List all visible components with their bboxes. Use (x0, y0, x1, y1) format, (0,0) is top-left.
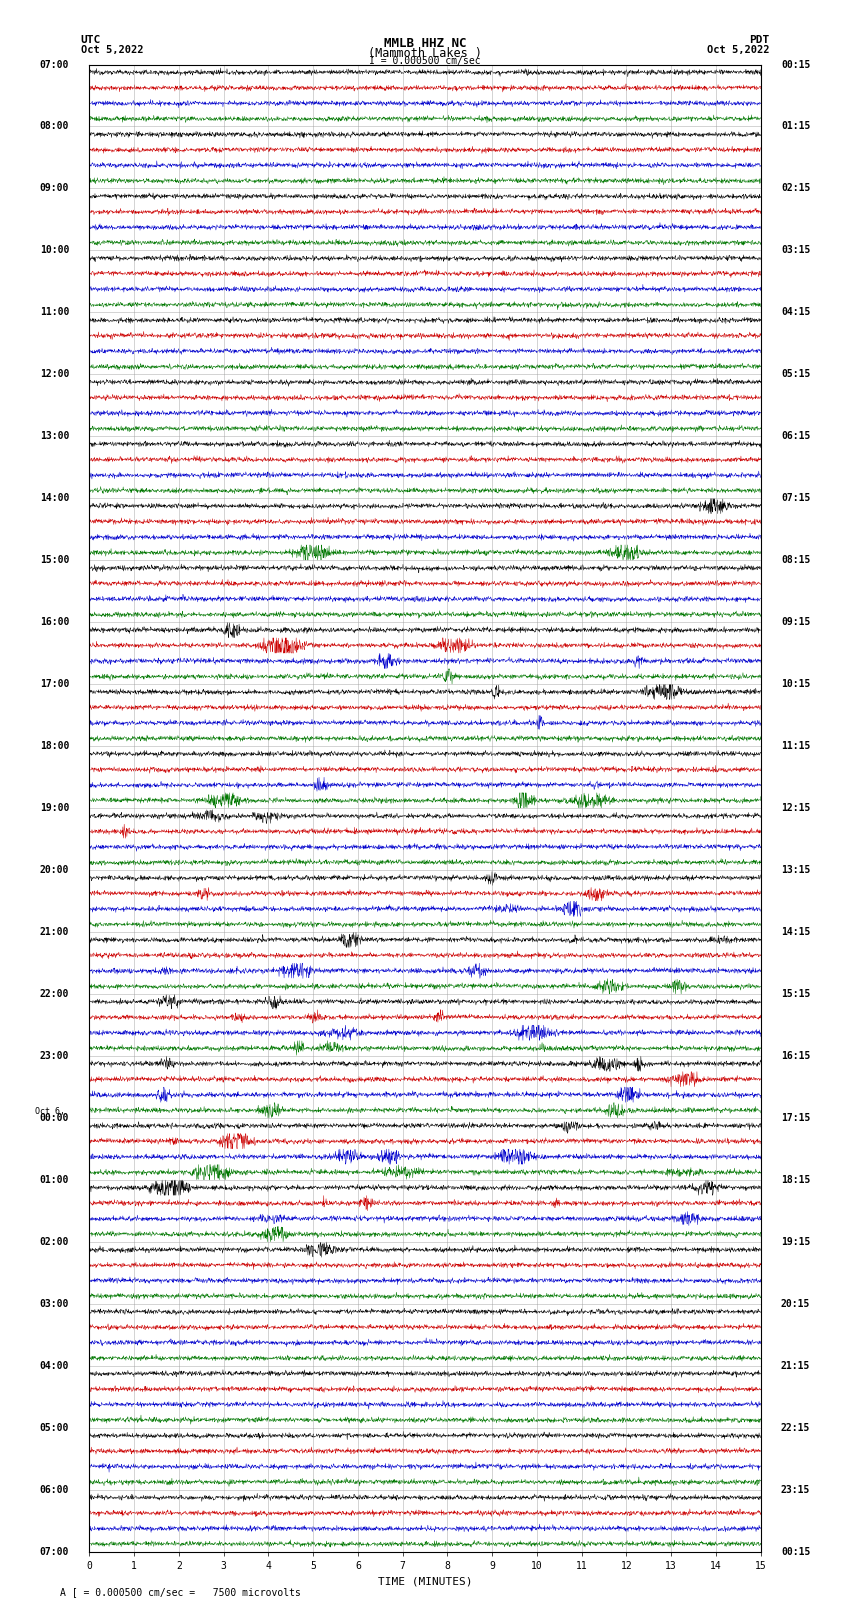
Text: 06:00: 06:00 (40, 1484, 69, 1495)
Text: 04:00: 04:00 (40, 1361, 69, 1371)
Text: 06:15: 06:15 (781, 431, 810, 442)
Text: 11:15: 11:15 (781, 740, 810, 752)
Text: UTC: UTC (81, 35, 101, 45)
Text: PDT: PDT (749, 35, 769, 45)
Text: 18:15: 18:15 (781, 1174, 810, 1186)
Text: 13:15: 13:15 (781, 865, 810, 876)
Text: 23:00: 23:00 (40, 1052, 69, 1061)
Text: I = 0.000500 cm/sec: I = 0.000500 cm/sec (369, 56, 481, 66)
Text: Oct 6,: Oct 6, (35, 1107, 65, 1116)
Text: 22:15: 22:15 (781, 1423, 810, 1432)
Text: 18:00: 18:00 (40, 740, 69, 752)
Text: 21:00: 21:00 (40, 927, 69, 937)
Text: 16:15: 16:15 (781, 1052, 810, 1061)
Text: Oct 5,2022: Oct 5,2022 (81, 45, 144, 55)
Text: 09:15: 09:15 (781, 618, 810, 627)
Text: 08:15: 08:15 (781, 555, 810, 565)
Text: (Mammoth Lakes ): (Mammoth Lakes ) (368, 47, 482, 60)
Text: 21:15: 21:15 (781, 1361, 810, 1371)
Text: 07:00: 07:00 (40, 60, 69, 69)
Text: 07:15: 07:15 (781, 494, 810, 503)
Text: Oct 5,2022: Oct 5,2022 (706, 45, 769, 55)
Text: 22:00: 22:00 (40, 989, 69, 998)
Text: MMLB HHZ NC: MMLB HHZ NC (383, 37, 467, 50)
Text: 09:00: 09:00 (40, 184, 69, 194)
Text: 05:00: 05:00 (40, 1423, 69, 1432)
Text: 03:15: 03:15 (781, 245, 810, 255)
Text: 07:00: 07:00 (40, 1547, 69, 1557)
Text: 00:15: 00:15 (781, 1547, 810, 1557)
Text: 17:00: 17:00 (40, 679, 69, 689)
Text: 01:15: 01:15 (781, 121, 810, 132)
Text: 08:00: 08:00 (40, 121, 69, 132)
Text: 05:15: 05:15 (781, 369, 810, 379)
Text: 14:15: 14:15 (781, 927, 810, 937)
Text: 16:00: 16:00 (40, 618, 69, 627)
Text: 01:00: 01:00 (40, 1174, 69, 1186)
Text: 23:15: 23:15 (781, 1484, 810, 1495)
Text: 15:15: 15:15 (781, 989, 810, 998)
Text: 17:15: 17:15 (781, 1113, 810, 1123)
Text: 19:00: 19:00 (40, 803, 69, 813)
Text: 03:00: 03:00 (40, 1298, 69, 1308)
Text: 12:15: 12:15 (781, 803, 810, 813)
Text: 04:15: 04:15 (781, 308, 810, 318)
Text: 00:00: 00:00 (40, 1113, 69, 1123)
Text: 11:00: 11:00 (40, 308, 69, 318)
Text: 00:15: 00:15 (781, 60, 810, 69)
Text: 10:15: 10:15 (781, 679, 810, 689)
X-axis label: TIME (MINUTES): TIME (MINUTES) (377, 1576, 473, 1586)
Text: 02:00: 02:00 (40, 1237, 69, 1247)
Text: 19:15: 19:15 (781, 1237, 810, 1247)
Text: 12:00: 12:00 (40, 369, 69, 379)
Text: 20:15: 20:15 (781, 1298, 810, 1308)
Text: 14:00: 14:00 (40, 494, 69, 503)
Text: 20:00: 20:00 (40, 865, 69, 876)
Text: 02:15: 02:15 (781, 184, 810, 194)
Text: A [ = 0.000500 cm/sec =   7500 microvolts: A [ = 0.000500 cm/sec = 7500 microvolts (60, 1587, 300, 1597)
Text: 10:00: 10:00 (40, 245, 69, 255)
Text: 13:00: 13:00 (40, 431, 69, 442)
Text: 15:00: 15:00 (40, 555, 69, 565)
